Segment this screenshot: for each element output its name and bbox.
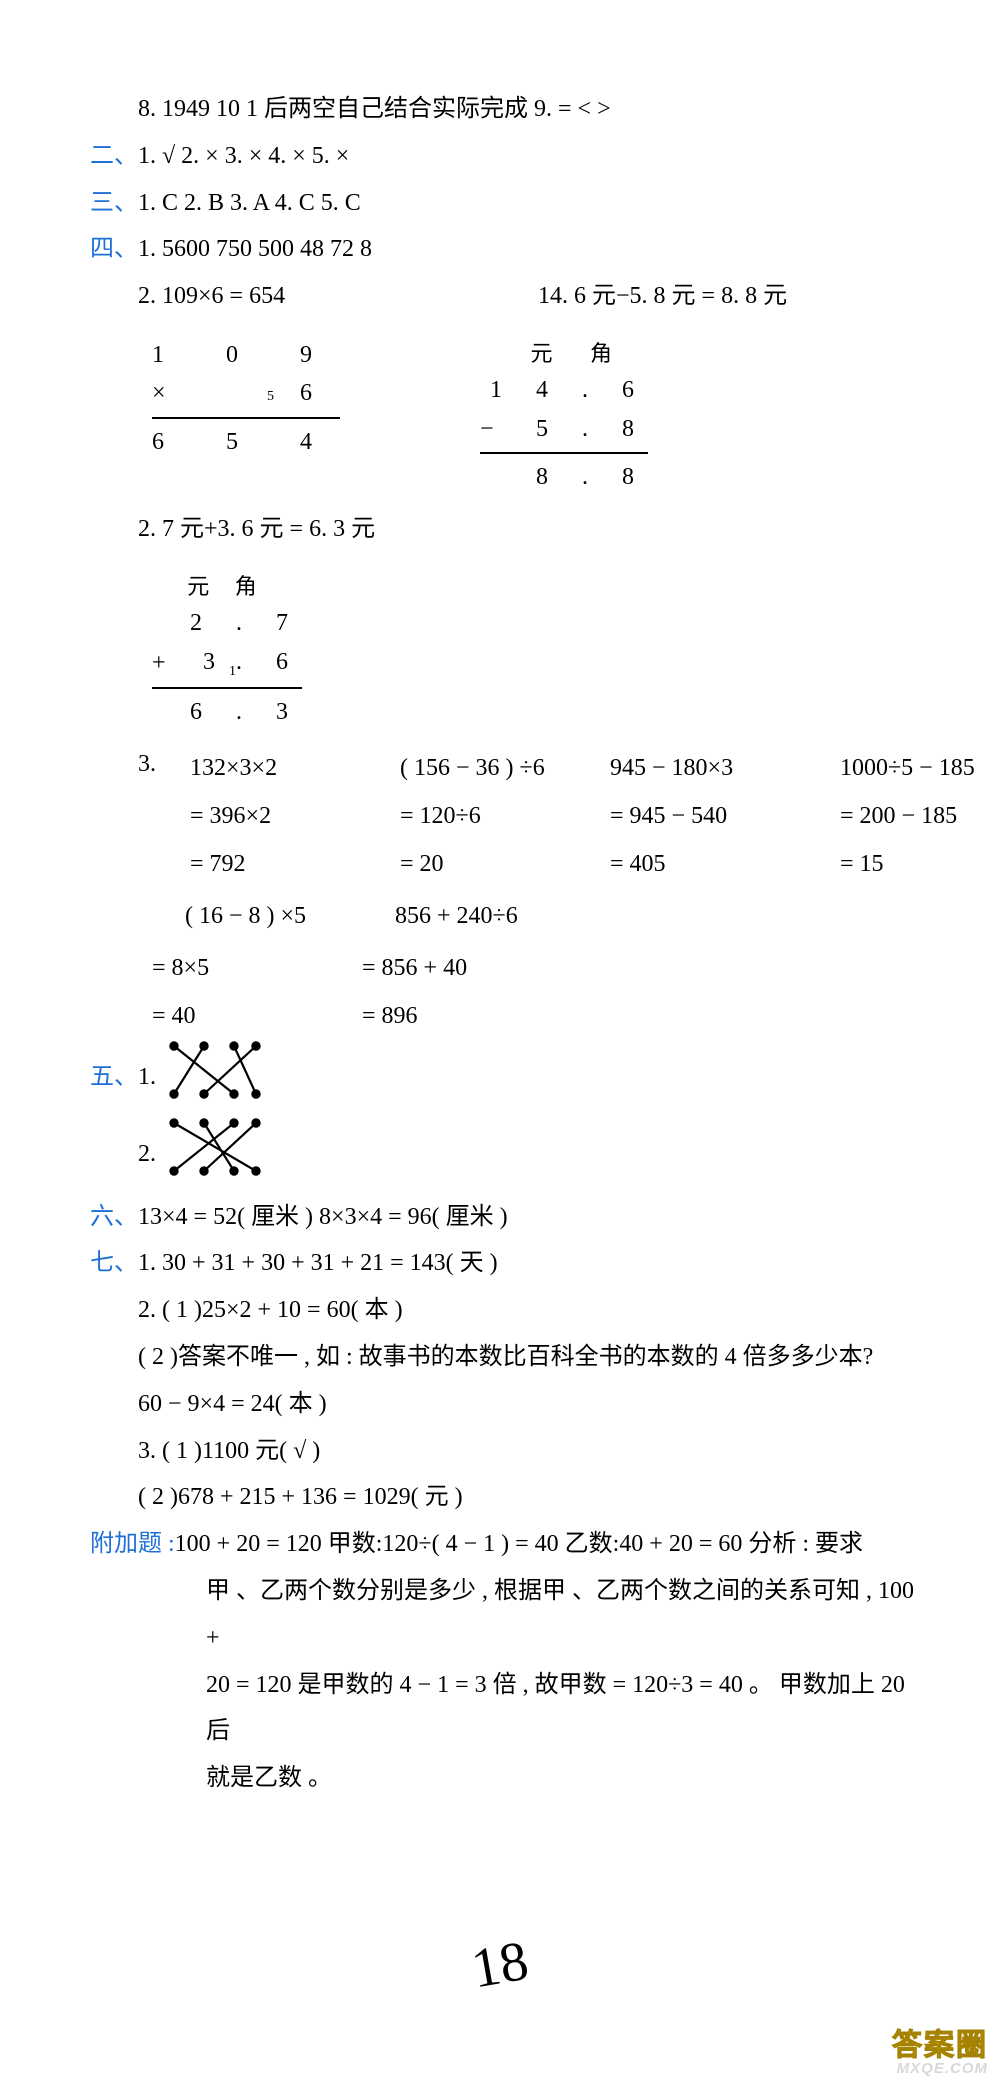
- cell: = 856 + 40: [362, 944, 572, 992]
- vcalc3-rule: [152, 687, 302, 689]
- section-7-item3-2: ( 2 )678 + 215 + 136 = 1029( 元 ): [90, 1474, 920, 1521]
- problem-grid-tail: = 8×5 = 856 + 40 = 40 = 896: [90, 944, 920, 1040]
- vcalc2-rule: [480, 452, 648, 454]
- extra-line2: 甲 、乙两个数分别是多少 , 根据甲 、乙两个数之间的关系可知 , 100 +: [90, 1568, 920, 1662]
- section-6-label: 六、: [90, 1204, 138, 1230]
- eq-14.6-5.8: 14. 6 元−5. 8 元 = 8. 8 元: [538, 273, 920, 320]
- vcalc1-rule: [152, 417, 340, 419]
- vcalc1-result: 6 5 4: [152, 423, 340, 461]
- cell: = 15: [840, 840, 1000, 888]
- section-5-item2: 2.: [90, 1117, 920, 1194]
- extra-line1: 附加题 :100 + 20 = 120 甲数:120÷( 4 − 1 ) = 4…: [90, 1521, 920, 1568]
- eq-2.7+3.6: 2. 7 元+3. 6 元 = 6. 3 元: [90, 506, 920, 553]
- vcalc3-row1: 2 . 7: [152, 604, 302, 642]
- section-6: 六、13×4 = 52( 厘米 ) 8×3×4 = 96( 厘米 ): [90, 1194, 920, 1241]
- page-number: 18: [463, 1907, 537, 2024]
- section-7-item2-1: 2. ( 1 )25×2 + 10 = 60( 本 ): [90, 1287, 920, 1334]
- cell: = 20: [400, 840, 610, 888]
- section-4-item1: 四、1. 5600 750 500 48 72 8: [90, 226, 920, 273]
- cell: = 396×2: [190, 792, 400, 840]
- watermark: 答案圈 MXQE.COM: [892, 2030, 988, 2077]
- cell: 856 + 240÷6: [395, 892, 605, 940]
- vcalc-109x6: 1 0 9 × 5 6 6 5 4: [152, 336, 340, 496]
- section-6-text: 13×4 = 52( 厘米 ) 8×3×4 = 96( 厘米 ): [138, 1204, 508, 1230]
- vcalc-14.6-5.8: 元 角 1 4 . 6 − 5 . 8 8 . 8: [480, 336, 648, 496]
- cell: = 896: [362, 992, 572, 1040]
- section-3-text: 1. C 2. B 3. A 4. C 5. C: [138, 190, 361, 216]
- section-5-label: 五、: [90, 1064, 138, 1090]
- section-7-item1-text: 1. 30 + 31 + 30 + 31 + 21 = 143( 天 ): [138, 1250, 498, 1276]
- vcalc3-op: +: [152, 644, 178, 682]
- vcalc2-op: −: [480, 410, 506, 448]
- section-7-item2-2b: 60 − 9×4 = 24( 本 ): [90, 1381, 920, 1428]
- section-3: 三、1. C 2. B 3. A 4. C 5. C: [90, 180, 920, 227]
- problem-grid-tail-top: ( 16 − 8 ) ×5 856 + 240÷6: [90, 892, 920, 940]
- vcalc3-result: 6 . 3: [152, 693, 302, 731]
- section-4-item3-label: 3.: [138, 751, 156, 777]
- extra-line3: 20 = 120 是甲数的 4 − 1 = 3 倍 , 故甲数 = 120÷3 …: [90, 1662, 920, 1756]
- vcalc1-row1: 1 0 9: [152, 336, 340, 374]
- page: 8. 1949 10 1 后两空自己结合实际完成 9. = < > 二、1. √…: [0, 0, 1000, 2095]
- section-3-label: 三、: [90, 190, 138, 216]
- vcalc3-header: 元 角: [152, 569, 302, 604]
- vcalc1-carry: 5: [267, 389, 274, 404]
- vcalc3-carry: 1: [229, 664, 236, 679]
- watermark-top: 答案圈: [892, 2030, 988, 2062]
- cell: = 40: [152, 992, 362, 1040]
- section-4-item2-eqs: 2. 109×6 = 654 14. 6 元−5. 8 元 = 8. 8 元: [90, 273, 920, 320]
- section-4-item3: 3.: [90, 741, 920, 788]
- section-5-item1: 五、1.: [90, 1040, 920, 1117]
- vcalc1-row2: 6: [280, 380, 340, 406]
- extra-label: 附加题 :: [90, 1531, 175, 1557]
- section-2-label: 二、: [90, 143, 138, 169]
- extra-l1: 100 + 20 = 120 甲数:120÷( 4 − 1 ) = 40 乙数:…: [175, 1531, 863, 1557]
- cell: = 945 − 540: [610, 792, 840, 840]
- cell: = 200 − 185: [840, 792, 1000, 840]
- page-number-text: 18: [467, 1929, 533, 2000]
- section-2: 二、1. √ 2. × 3. × 4. × 5. ×: [90, 133, 920, 180]
- vcalc2-result: 8 . 8: [480, 458, 648, 496]
- q8-line: 8. 1949 10 1 后两空自己结合实际完成 9. = < >: [90, 86, 920, 133]
- vertical-calcs-row1: 1 0 9 × 5 6 6 5 4 元 角 1 4 . 6 − 5 . 8: [90, 336, 920, 496]
- section-4-item1-text: 1. 5600 750 500 48 72 8: [138, 236, 372, 262]
- vcalc-2.7+3.6: 元 角 2 . 7 + 31. 6 6 . 3: [152, 569, 302, 731]
- cell: ( 16 − 8 ) ×5: [185, 892, 395, 940]
- eq-109x6: 2. 109×6 = 654: [138, 273, 538, 320]
- vcalc2-header: 元 角: [480, 336, 648, 371]
- cell: = 792: [190, 840, 400, 888]
- watermark-mid: MXQE.COM: [892, 2061, 988, 2077]
- extra-line4: 就是乙数 。: [90, 1755, 920, 1802]
- section-7-item3-1: 3. ( 1 )1100 元( √ ): [90, 1428, 920, 1475]
- vcalc2-row1: 1 4 . 6: [480, 371, 648, 409]
- vertical-calcs-row2: 元 角 2 . 7 + 31. 6 6 . 3: [90, 569, 920, 731]
- cell: = 405: [610, 840, 840, 888]
- section-5-item1-label: 1.: [138, 1064, 156, 1090]
- section-7-item1: 七、1. 30 + 31 + 30 + 31 + 21 = 143( 天 ): [90, 1240, 920, 1287]
- section-7-item2-2a: ( 2 )答案不唯一 , 如 : 故事书的本数比百科全书的本数的 4 倍多多少本…: [90, 1334, 920, 1381]
- cell: = 120÷6: [400, 792, 610, 840]
- matching-figure-2: [164, 1117, 260, 1194]
- section-2-text: 1. √ 2. × 3. × 4. × 5. ×: [138, 143, 349, 169]
- vcalc1-op: ×: [152, 374, 178, 412]
- vcalc2-row2: 5 . 8: [506, 410, 648, 448]
- matching-figure-1: [164, 1040, 260, 1117]
- section-4-label: 四、: [90, 236, 138, 262]
- section-5-item2-label: 2.: [138, 1141, 156, 1167]
- cell: = 8×5: [152, 944, 362, 992]
- section-7-label: 七、: [90, 1250, 138, 1276]
